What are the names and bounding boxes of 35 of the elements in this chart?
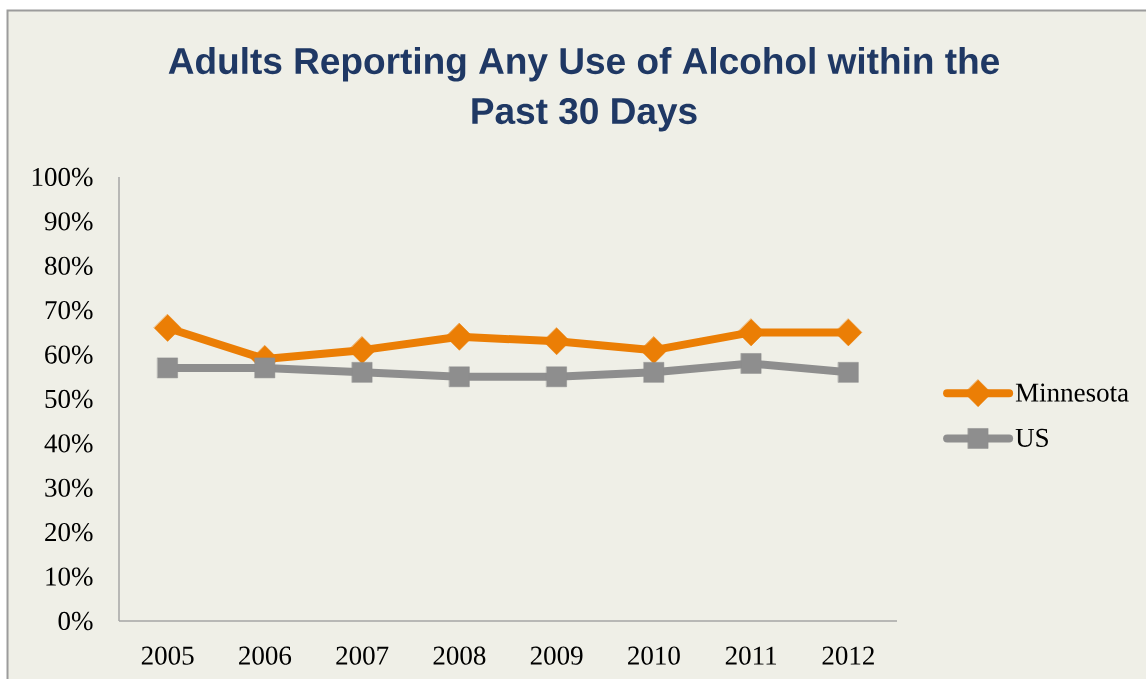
y-tick-label: 30% (45, 478, 93, 497)
point (838, 362, 859, 383)
point (153, 314, 182, 342)
point (254, 357, 276, 379)
x-tick-label: 2010 (628, 646, 680, 665)
point (643, 362, 665, 383)
legend-label: Minnesota (1015, 383, 1129, 402)
y-tick-label: 50% (45, 389, 93, 409)
point (737, 318, 765, 347)
y-tick-label: 60% (45, 345, 93, 364)
point (157, 357, 178, 379)
point (449, 366, 470, 388)
y-tick-label: 80% (45, 256, 93, 275)
x-tick-label: 2012 (822, 646, 874, 665)
x-tick-label: 2011 (725, 646, 777, 665)
legend-label: US (1015, 428, 1048, 447)
point (834, 318, 863, 347)
y-tick-label: 10% (46, 567, 93, 586)
y-tick-label: 70% (45, 301, 93, 320)
point (348, 336, 376, 364)
y-tick-label: 40% (44, 434, 93, 453)
y-tick-label: 90% (44, 212, 93, 231)
y-tick-label: 20% (45, 523, 93, 542)
chart-title: Adults Reporting Any Use of Alcohol within the Past 30 Days (168, 46, 999, 132)
x-tick-label: 2009 (530, 646, 583, 665)
y-tick-label: 100% (32, 167, 93, 187)
point (546, 366, 567, 388)
x-tick-label: 2007 (336, 646, 389, 665)
x-tick-label: 2005 (141, 646, 194, 665)
x-tick-label: 2006 (239, 646, 292, 665)
point (740, 353, 762, 374)
point (640, 336, 668, 364)
y-tick-label: 0% (58, 611, 93, 631)
point (351, 362, 373, 383)
x-tick-label: 2008 (433, 646, 486, 665)
